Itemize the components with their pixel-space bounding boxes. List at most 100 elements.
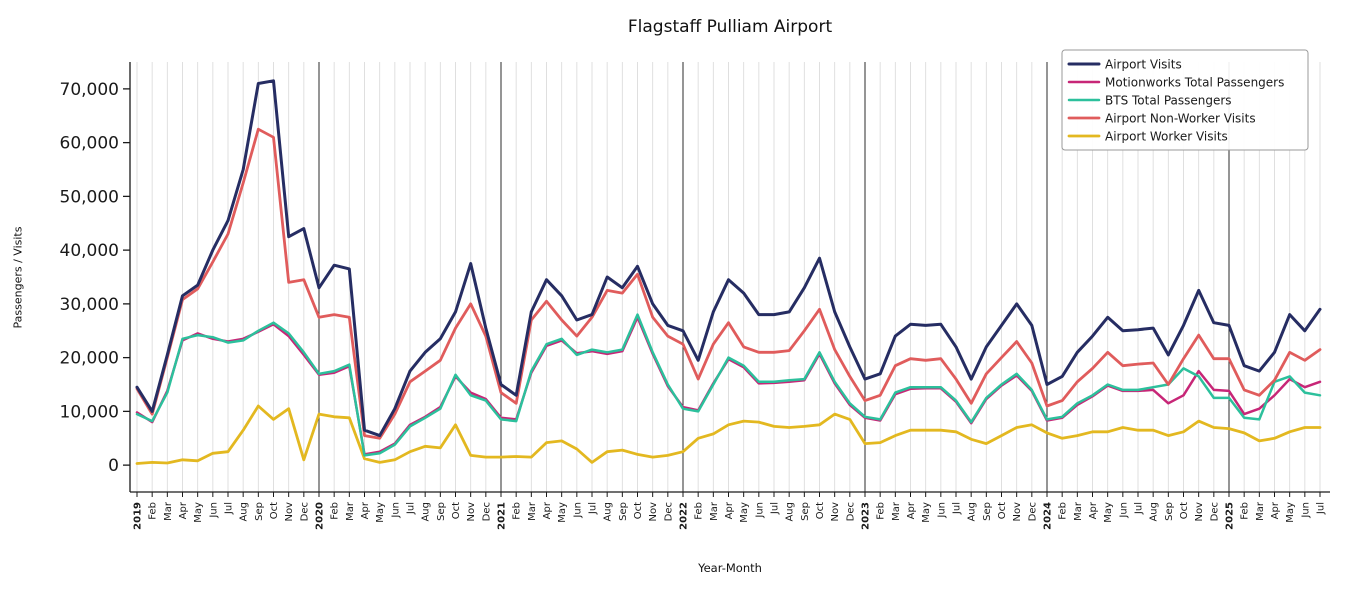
x-tick-label-month: May <box>1103 502 1114 523</box>
x-tick-label-month: Feb <box>1058 502 1069 520</box>
legend-label: BTS Total Passengers <box>1105 94 1232 108</box>
legend-label: Airport Non-Worker Visits <box>1105 112 1256 126</box>
x-tick-label-month: Jun <box>572 502 583 519</box>
x-tick-label-month: May <box>375 502 386 523</box>
x-tick-label-month: May <box>739 502 750 523</box>
x-tick-label-month: Feb <box>876 502 887 520</box>
data-series <box>135 79 1322 465</box>
x-tick-label-month: Jun <box>936 502 947 519</box>
x-tick-label-month: Mar <box>345 501 356 521</box>
axes <box>129 62 1330 493</box>
x-tick-label-month: Apr <box>360 501 371 519</box>
x-tick-label-month: May <box>557 502 568 523</box>
y-tick-label: 20,000 <box>60 349 119 369</box>
x-tick-label-month: Jun <box>208 502 219 519</box>
x-tick-label-month: Jul <box>224 502 235 515</box>
chart-title: Flagstaff Pulliam Airport <box>627 17 833 37</box>
x-tick-label-month: May <box>921 502 932 523</box>
x-tick-label-month: Feb <box>694 502 705 520</box>
x-tick-label-month: Jun <box>754 502 765 519</box>
x-tick-label-month: Nov <box>648 502 659 522</box>
x-tick-label-month: Sep <box>254 502 265 521</box>
x-tick-label-year: 2024 <box>1043 502 1054 530</box>
x-tick-label-month: Nov <box>830 502 841 522</box>
y-tick-label: 60,000 <box>60 134 119 154</box>
series-line-airport-non-worker-visits <box>135 127 1322 440</box>
x-tick-label-year: 2019 <box>133 502 144 530</box>
x-tick-label-month: Sep <box>618 502 629 521</box>
x-tick-label-year: 2021 <box>497 502 508 530</box>
x-tick-label-month: Feb <box>330 502 341 520</box>
x-tick-label-month: Oct <box>815 502 826 519</box>
y-tick-label: 30,000 <box>60 295 119 315</box>
x-tick-label-month: Jul <box>1134 502 1145 515</box>
x-tick-label-month: Mar <box>1073 501 1084 521</box>
x-tick-label-month: Apr <box>542 501 553 519</box>
x-tick-label-month: Sep <box>1164 502 1175 521</box>
x-tick-label-month: Jun <box>1300 502 1311 519</box>
x-tick-label-year: 2023 <box>861 502 872 530</box>
x-tick-label-month: Jul <box>588 502 599 515</box>
x-tick-labels: 2019 Feb Mar Apr May Jun Jul Aug Sep Oct Nov Dec 202… <box>133 492 1327 530</box>
x-tick-label-month: Aug <box>239 502 250 522</box>
x-tick-label-month: Aug <box>421 502 432 522</box>
x-tick-label-month: Feb <box>148 502 159 520</box>
x-tick-label-month: Mar <box>163 501 174 521</box>
x-tick-label-month: Nov <box>1194 502 1205 522</box>
x-tick-label-month: Mar <box>1255 501 1266 521</box>
y-tick-label: 70,000 <box>60 80 119 100</box>
y-tick-label: 0 <box>108 456 119 476</box>
x-tick-label-month: Aug <box>603 502 614 522</box>
x-tick-label-month: May <box>193 502 204 523</box>
x-tick-label-month: Mar <box>709 501 720 521</box>
x-tick-label-month: Dec <box>1027 502 1038 521</box>
x-tick-label-month: Nov <box>284 502 295 522</box>
legend-label: Airport Visits <box>1105 58 1182 72</box>
legend-label: Motionworks Total Passengers <box>1105 76 1284 90</box>
legend-item: Airport Worker Visits <box>1067 130 1228 144</box>
legend-item: Airport Visits <box>1067 58 1182 72</box>
x-tick-label-month: Nov <box>1012 502 1023 522</box>
x-tick-label-month: Aug <box>967 502 978 522</box>
series-line-bts-total-passengers <box>135 313 1322 457</box>
x-tick-label-month: Nov <box>466 502 477 522</box>
x-tick-label-month: Sep <box>800 502 811 521</box>
x-tick-label-month: Dec <box>1209 502 1220 521</box>
x-tick-label-month: Jul <box>406 502 417 515</box>
y-tick-label: 50,000 <box>60 187 119 207</box>
series-line-airport-visits <box>135 79 1322 438</box>
x-tick-label-month: Feb <box>1240 502 1251 520</box>
x-tick-label-year: 2020 <box>315 502 326 530</box>
legend-item: Motionworks Total Passengers <box>1067 76 1284 90</box>
x-tick-label-month: Oct <box>451 502 462 519</box>
legend-item: Airport Non-Worker Visits <box>1067 112 1256 126</box>
y-tick-label: 10,000 <box>60 402 119 422</box>
x-tick-label-month: Dec <box>663 502 674 521</box>
x-tick-label-month: Jul <box>1316 502 1327 515</box>
x-tick-label-month: Apr <box>906 501 917 519</box>
x-tick-label-month: Sep <box>436 502 447 521</box>
x-tick-label-month: Oct <box>997 502 1008 519</box>
x-tick-label-month: Oct <box>633 502 644 519</box>
y-tick-labels: 0 10,000 20,000 30,000 40,000 50,000 60,000 70,… <box>60 80 130 476</box>
x-tick-label-year: 2025 <box>1225 502 1236 530</box>
x-tick-label-month: Jun <box>390 502 401 519</box>
x-tick-label-month: Jul <box>952 502 963 515</box>
x-tick-label-month: Sep <box>982 502 993 521</box>
x-tick-label-month: Apr <box>1088 501 1099 519</box>
x-tick-label-month: Aug <box>1149 502 1160 522</box>
x-tick-label-month: Oct <box>1179 502 1190 519</box>
x-tick-label-month: Apr <box>178 501 189 519</box>
x-tick-label-month: Apr <box>1270 501 1281 519</box>
x-tick-label-month: Oct <box>269 502 280 519</box>
x-tick-label-month: Mar <box>891 501 902 521</box>
x-tick-label-month: Jul <box>770 502 781 515</box>
legend-item: BTS Total Passengers <box>1067 94 1232 108</box>
x-axis-label: Year-Month <box>698 561 762 575</box>
legend: Airport Visits Motionworks Total Passenge… <box>1061 49 1309 151</box>
legend-label: Airport Worker Visits <box>1105 130 1228 144</box>
x-tick-label-month: Feb <box>512 502 523 520</box>
x-tick-label-month: Apr <box>724 501 735 519</box>
